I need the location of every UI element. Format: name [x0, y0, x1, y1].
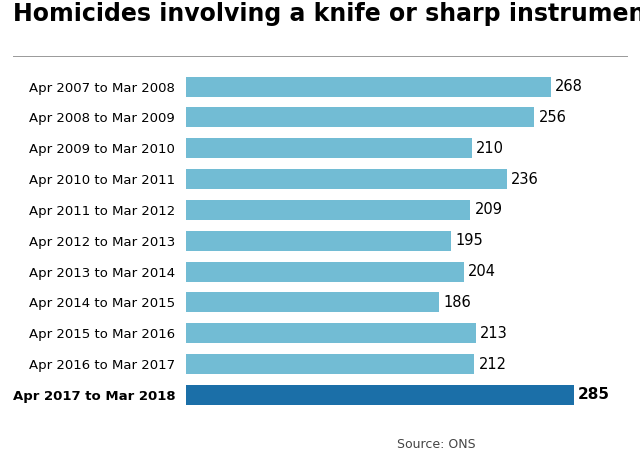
Text: 195: 195 [456, 233, 483, 248]
Bar [186, 385, 574, 405]
Bar [186, 354, 474, 374]
Bar [186, 231, 451, 251]
Bar [186, 76, 551, 97]
Bar [186, 169, 507, 189]
Text: PA: PA [580, 435, 605, 453]
Text: 285: 285 [578, 388, 610, 402]
Text: 210: 210 [476, 141, 504, 156]
Text: 268: 268 [555, 79, 583, 94]
Text: 236: 236 [511, 172, 539, 187]
Text: Source: ONS: Source: ONS [397, 438, 476, 451]
Text: 209: 209 [474, 202, 502, 218]
Bar [186, 200, 470, 220]
Bar [186, 262, 463, 282]
Bar [186, 293, 439, 313]
Text: 213: 213 [480, 326, 508, 341]
Bar [186, 138, 472, 158]
Text: 256: 256 [538, 110, 566, 125]
Text: Homicides involving a knife or sharp instrument: Homicides involving a knife or sharp ins… [13, 2, 640, 26]
Bar [186, 323, 476, 343]
Text: 204: 204 [468, 264, 495, 279]
Text: 212: 212 [479, 357, 506, 372]
Text: 186: 186 [443, 295, 471, 310]
Bar [186, 107, 534, 127]
